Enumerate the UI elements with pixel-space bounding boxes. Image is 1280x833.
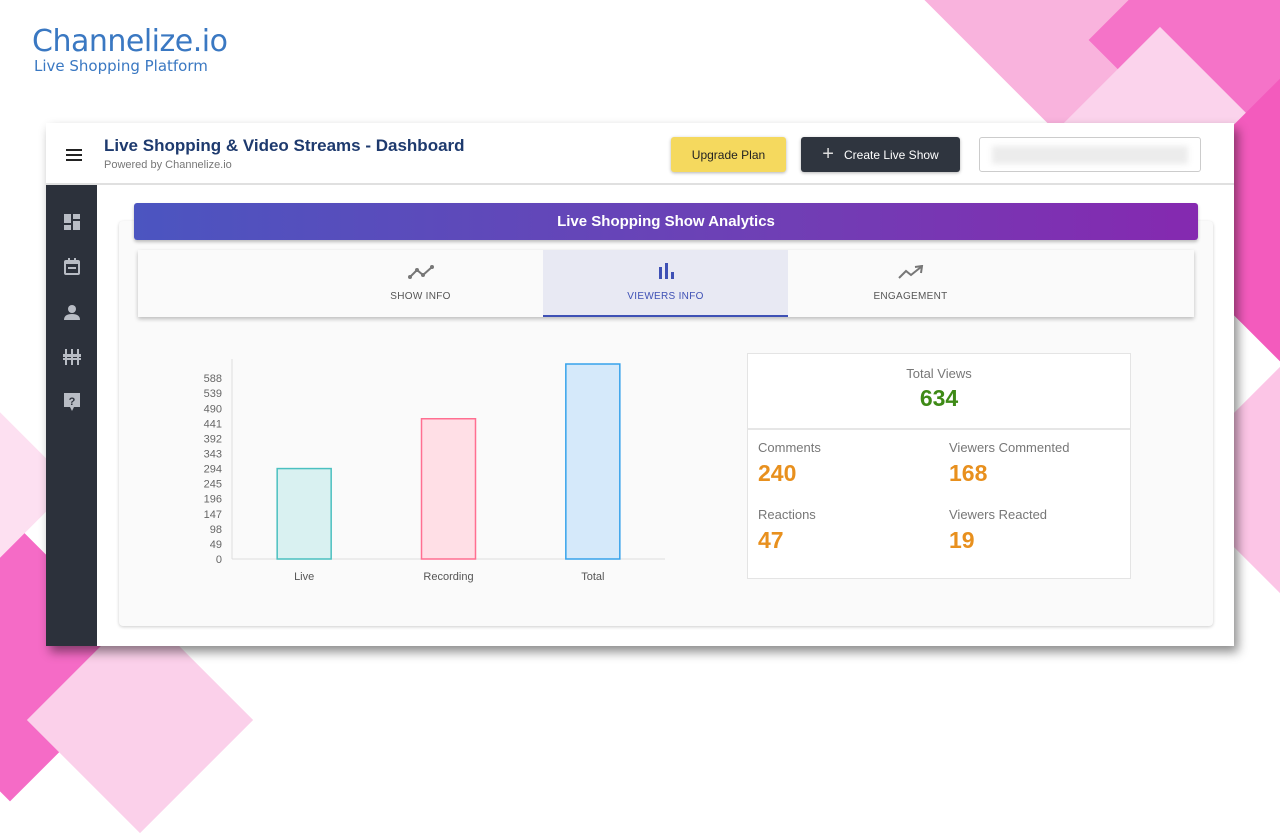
stat-value: 168	[949, 460, 988, 486]
analytics-banner: Live Shopping Show Analytics	[134, 203, 1198, 240]
create-live-show-button[interactable]: + Create Live Show	[801, 137, 960, 172]
plus-icon: +	[822, 143, 834, 165]
bar-chart-icon	[658, 263, 674, 279]
y-tick-label: 0	[216, 554, 222, 566]
tab-label: ENGAGEMENT	[873, 291, 948, 302]
y-tick-label: 392	[204, 433, 222, 445]
y-tick-label: 245	[204, 479, 222, 491]
y-tick-label: 539	[204, 388, 222, 400]
stat-label: Total Views	[906, 366, 972, 381]
bar-live	[276, 467, 332, 560]
tab-engagement[interactable]: ENGAGEMENT	[788, 250, 1033, 317]
y-tick-label: 98	[210, 524, 222, 536]
x-tick-label: Recording	[423, 571, 473, 583]
stat-value: 634	[919, 385, 959, 411]
reactions-stat: Reactions 47	[758, 507, 949, 554]
stat-label: Reactions	[758, 507, 816, 522]
dashboard-window: Live Shopping & Video Streams - Dashboar…	[46, 123, 1234, 646]
menu-icon[interactable]	[66, 149, 82, 161]
help-icon[interactable]: ?	[46, 379, 97, 424]
y-tick-label: 441	[204, 418, 222, 430]
timeline-icon	[407, 265, 434, 279]
comments-stat: Comments 240	[758, 440, 949, 487]
y-tick-label: 294	[204, 464, 222, 476]
stat-label: Viewers Reacted	[949, 507, 1048, 522]
page-subtitle: Powered by Channelize.io	[104, 159, 232, 171]
total-views-stat: Total Views 634	[748, 354, 1130, 430]
person-icon[interactable]	[46, 289, 97, 334]
account-field[interactable]	[979, 137, 1201, 172]
bar-total	[565, 363, 621, 560]
stat-value: 47	[758, 527, 784, 553]
stat-label: Viewers Commented	[949, 440, 1070, 455]
tab-bar: SHOW INFO VIEWERS INFO ENGAGEMENT	[138, 250, 1194, 317]
page-title: Live Shopping & Video Streams - Dashboar…	[104, 136, 465, 155]
brand-tagline: Live Shopping Platform	[34, 57, 208, 75]
svg-text:?: ?	[68, 396, 75, 408]
settings-sliders-icon[interactable]	[46, 334, 97, 379]
viewers-bar-chart: 0 49 98 147 196 245 294 343 392 441 490 539 588 Live R…	[204, 359, 665, 583]
y-tick-label: 588	[204, 373, 222, 385]
stat-label: Comments	[758, 440, 821, 455]
y-tick-label: 49	[210, 539, 222, 551]
stat-value: 240	[758, 460, 797, 486]
bar-recording	[420, 417, 477, 560]
tab-show-info[interactable]: SHOW INFO	[138, 250, 543, 317]
y-tick-label: 490	[204, 403, 222, 415]
viewers-commented-stat: Viewers Commented 168	[949, 440, 1140, 487]
stats-panel: Total Views 634 Comments 240 Viewers Comme…	[747, 353, 1131, 579]
top-bar: Live Shopping & Video Streams - Dashboar…	[46, 123, 1234, 185]
y-tick-label: 343	[204, 449, 222, 461]
trending-up-icon	[897, 265, 923, 279]
main-content: Live Shopping Show Analytics SHOW INFO V…	[97, 185, 1234, 646]
viewers-reacted-stat: Viewers Reacted 19	[949, 507, 1140, 554]
create-live-show-label: Create Live Show	[843, 147, 939, 162]
tab-label: VIEWERS INFO	[627, 291, 704, 302]
calendar-icon[interactable]	[46, 244, 97, 289]
brand-logo: Channelize.io Live Shopping Platform	[32, 24, 228, 75]
stat-value: 19	[949, 527, 975, 553]
brand-name: Channelize.io	[32, 24, 228, 59]
upgrade-plan-button[interactable]: Upgrade Plan	[671, 137, 786, 172]
dashboard-icon[interactable]	[46, 199, 97, 244]
y-tick-label: 147	[204, 509, 222, 521]
tab-label: SHOW INFO	[390, 291, 451, 302]
x-tick-label: Total	[581, 571, 604, 583]
tab-viewers-info[interactable]: VIEWERS INFO	[543, 250, 788, 317]
x-tick-label: Live	[294, 571, 314, 583]
sidebar: ?	[46, 185, 97, 646]
y-tick-label: 196	[204, 494, 222, 506]
